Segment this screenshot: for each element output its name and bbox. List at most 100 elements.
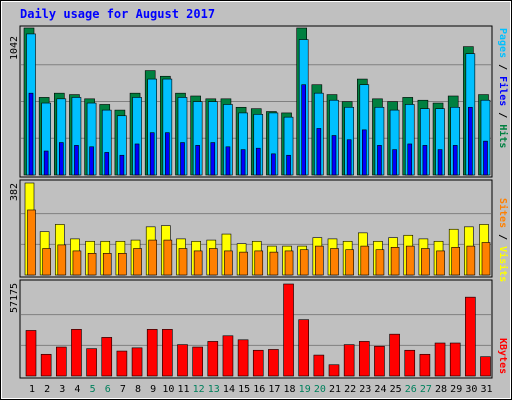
middle-panel-max-label: 382 — [9, 183, 20, 201]
kbytes-bar-day-1 — [25, 330, 37, 377]
pages-bar-day-29 — [452, 145, 458, 176]
pages-bar-day-25 — [392, 149, 397, 176]
day-label-28: 28 — [435, 384, 447, 395]
pages-bar-day-21 — [331, 135, 337, 176]
legend-sites: Sites — [497, 198, 509, 228]
panel-hits-files-pages: 1042 Pages / Files / Hits — [9, 25, 509, 178]
pages-bar-day-12 — [195, 145, 200, 176]
legend-files: Files — [497, 76, 509, 106]
kbytes-bar-day-7 — [116, 350, 128, 377]
sites-bar-day-27 — [421, 248, 430, 276]
kbytes-bar-day-6 — [101, 337, 113, 377]
day-label-2: 2 — [44, 384, 50, 395]
kbytes-bar-day-20 — [313, 354, 325, 377]
pages-bar-day-17 — [271, 153, 276, 176]
x-axis-day-labels: 1 2 3 4 5 6 7 8 9 10 11 12 13 14 15 16 17 18 19 20 21 22 23 24 2… — [29, 384, 493, 395]
kbytes-bar-day-12 — [192, 346, 203, 377]
sites-bar-day-4 — [72, 250, 82, 276]
pages-bar-day-3 — [58, 142, 64, 176]
sites-bar-day-3 — [57, 244, 67, 276]
kbytes-bar-day-28 — [434, 342, 446, 377]
kbytes-bar-day-15 — [237, 339, 249, 377]
day-label-26: 26 — [405, 384, 417, 395]
pages-bar-day-8 — [134, 143, 140, 176]
sites-bar-day-10 — [163, 239, 173, 276]
kbytes-bar-day-24 — [374, 345, 385, 377]
legend-separator: / — [497, 58, 508, 76]
kbytes-bar-day-19 — [298, 319, 310, 377]
kbytes-bar-day-17 — [268, 349, 279, 377]
day-label-20: 20 — [314, 384, 326, 395]
day-label-6: 6 — [105, 384, 111, 395]
pages-bar-day-23 — [361, 129, 367, 176]
kbytes-bar-day-27 — [419, 353, 431, 377]
sites-bar-day-12 — [193, 250, 203, 276]
pages-bar-day-31 — [483, 140, 488, 176]
kbytes-bar-day-30 — [465, 296, 476, 377]
kbytes-bar-day-10 — [162, 329, 173, 377]
kbytes-bar-day-2 — [40, 353, 52, 377]
kbytes-bar-day-25 — [389, 333, 400, 377]
sites-bar-day-8 — [133, 248, 142, 276]
kbytes-bar-day-3 — [55, 346, 67, 377]
pages-bar-day-6 — [104, 152, 110, 176]
day-label-19: 19 — [299, 384, 311, 395]
sites-bar-day-14 — [224, 250, 233, 276]
kbytes-bar-day-22 — [343, 344, 355, 377]
pages-bar-day-15 — [240, 149, 246, 176]
kbytes-bar-day-13 — [207, 341, 219, 377]
sites-bar-day-31 — [481, 242, 491, 276]
day-label-22: 22 — [344, 384, 356, 395]
sites-bar-day-17 — [269, 251, 279, 276]
pages-bar-day-30 — [468, 106, 473, 176]
sites-bar-day-1 — [27, 209, 36, 276]
pages-bar-day-27 — [422, 145, 428, 176]
pages-bar-day-13 — [210, 142, 216, 176]
sites-bar-day-29 — [451, 247, 461, 276]
pages-bar-day-10 — [165, 132, 170, 176]
day-label-10: 10 — [162, 384, 174, 395]
day-label-13: 13 — [208, 384, 220, 395]
day-label-25: 25 — [390, 384, 402, 395]
sites-bar-day-21 — [330, 248, 339, 276]
day-label-31: 31 — [480, 384, 492, 395]
day-label-8: 8 — [135, 384, 141, 395]
chart-title: Daily usage for August 2017 — [20, 7, 215, 21]
panel-kbytes: 57175 KBytes — [9, 279, 508, 379]
sites-bar-day-19 — [299, 249, 309, 276]
pages-bar-day-22 — [346, 139, 352, 176]
kbytes-bar-day-26 — [404, 349, 416, 377]
legend-separator: / — [497, 228, 508, 246]
sites-bar-day-9 — [148, 239, 157, 276]
day-label-17: 17 — [268, 384, 280, 395]
pages-bar-day-5 — [89, 146, 94, 176]
sites-bar-day-26 — [405, 245, 415, 276]
day-label-23: 23 — [359, 384, 371, 395]
day-label-16: 16 — [253, 384, 265, 395]
kbytes-bar-day-8 — [131, 347, 143, 377]
day-label-14: 14 — [223, 384, 235, 395]
sites-bar-day-11 — [178, 248, 188, 276]
pages-bar-day-1 — [28, 92, 34, 176]
day-label-11: 11 — [177, 384, 189, 395]
pages-bar-day-16 — [255, 147, 261, 176]
pages-bar-day-19 — [301, 84, 307, 176]
pages-bar-day-18 — [286, 154, 291, 176]
day-label-1: 1 — [29, 384, 35, 395]
day-label-9: 9 — [150, 384, 156, 395]
sites-bar-day-20 — [315, 245, 324, 276]
sites-bar-day-5 — [87, 253, 97, 276]
day-label-4: 4 — [74, 384, 80, 395]
pages-bar-day-14 — [225, 146, 231, 176]
day-label-18: 18 — [284, 384, 296, 395]
sites-bar-day-28 — [436, 250, 445, 276]
day-label-12: 12 — [193, 384, 205, 395]
top-panel-max-label: 1042 — [9, 36, 20, 60]
pages-bar-day-9 — [149, 132, 155, 176]
legend-hits: Hits — [497, 124, 509, 148]
legend-separator: / — [497, 106, 508, 124]
sites-bar-day-25 — [390, 247, 400, 276]
pages-bar-day-24 — [377, 145, 382, 176]
day-label-7: 7 — [120, 384, 126, 395]
sites-bar-day-24 — [375, 249, 385, 276]
